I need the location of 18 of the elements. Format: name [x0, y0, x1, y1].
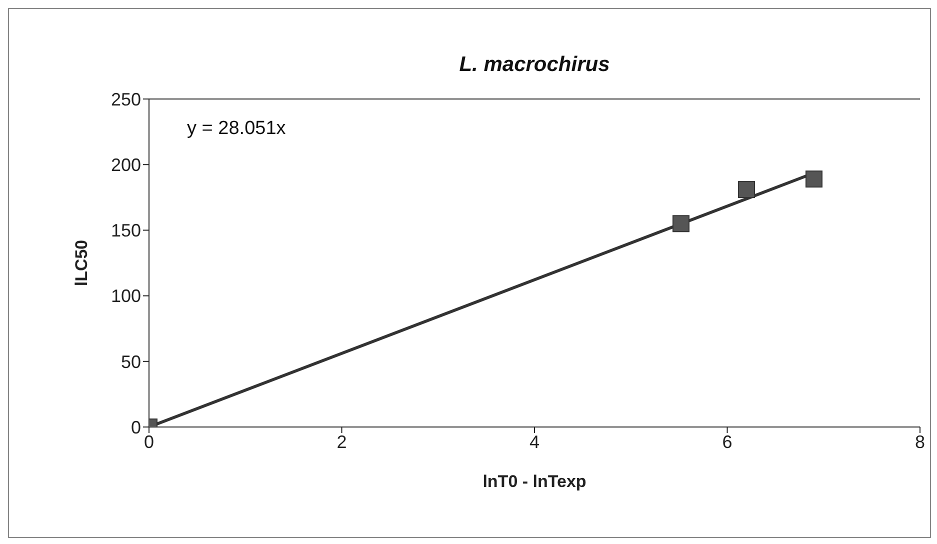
x-tick-label: 2	[336, 432, 347, 452]
y-tick-label: 0	[130, 417, 141, 438]
y-tick-label: 200	[110, 154, 141, 175]
point	[738, 181, 756, 198]
point	[672, 215, 690, 232]
x-tick-label: 0	[144, 432, 154, 452]
y-tick-label: 150	[110, 220, 141, 241]
x-tick-label: 8	[914, 432, 926, 452]
annotation: y = 28.051x	[187, 118, 286, 139]
chart-title: L. macrochirus	[459, 53, 610, 76]
y-axis-title: lLC50	[72, 240, 92, 286]
x-axis-title: lnT0 - lnTexp	[482, 472, 586, 491]
point	[805, 170, 822, 188]
x-tick-label: 4	[529, 432, 540, 452]
x-tick-label: 6	[722, 432, 732, 452]
y-tick-label: 50	[120, 352, 141, 372]
y-tick-label: 250	[110, 89, 141, 110]
y-tick-label: 100	[110, 286, 141, 306]
